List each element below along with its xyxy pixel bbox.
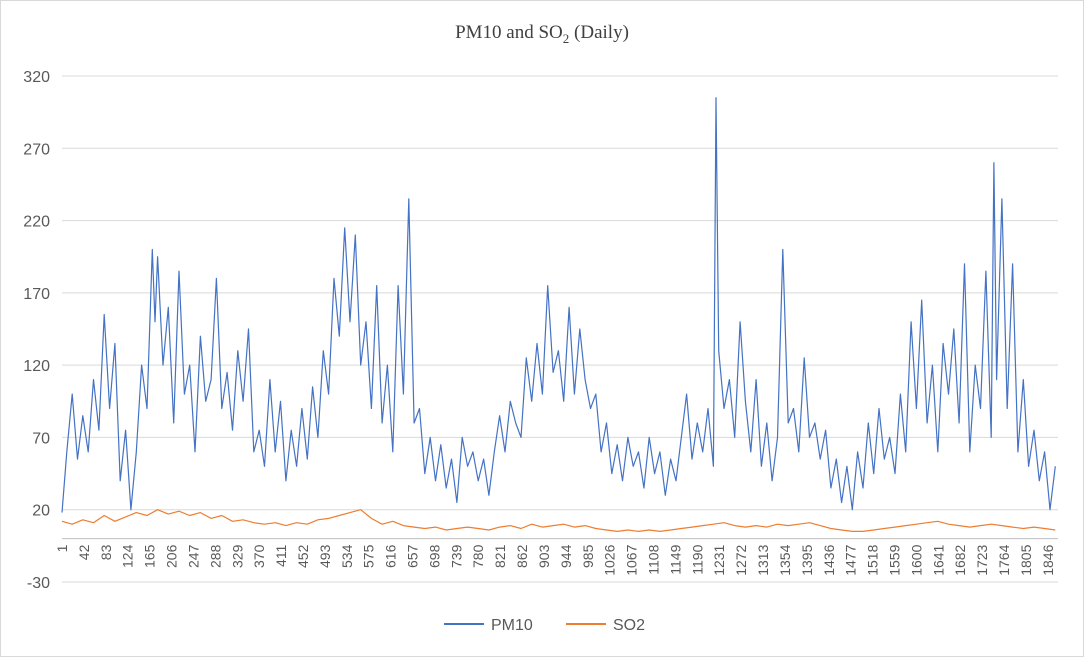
x-tick-label: 83 — [98, 544, 114, 560]
x-tick-label: 739 — [448, 544, 464, 568]
x-tick-label: 657 — [405, 544, 421, 568]
x-tick-label: 370 — [251, 544, 267, 568]
x-axis-labels: 1 42 83 124 165 206 247 288 329 370 411 452 493 534 57… — [54, 544, 1056, 575]
x-tick-label: 1190 — [689, 544, 705, 574]
series-line-pm10 — [61, 97, 1056, 513]
x-tick-label: 1272 — [733, 544, 749, 575]
x-tick-label: 452 — [295, 544, 311, 568]
y-tick-label: 170 — [23, 286, 50, 303]
title-subscript: 2 — [562, 30, 570, 46]
x-tick-label: 329 — [229, 544, 245, 568]
x-tick-label: 1354 — [777, 544, 793, 575]
x-tick-label: 616 — [383, 544, 399, 568]
legend: PM10 SO2 — [444, 617, 645, 634]
x-tick-label: 1805 — [1018, 544, 1034, 575]
y-tick-label: 220 — [23, 214, 50, 231]
y-axis-labels: -30 20 70 120 170 220 270 320 — [23, 69, 50, 592]
title-main: PM10 and SO — [455, 22, 563, 43]
x-tick-label: 575 — [361, 544, 377, 568]
x-tick-label: 534 — [339, 544, 355, 568]
x-tick-label: 288 — [207, 544, 223, 568]
x-tick-label: 1846 — [1040, 544, 1056, 575]
x-tick-label: 1395 — [799, 544, 815, 575]
chart-title: PM10 and SO2 (Daily) — [0, 22, 1084, 47]
y-tick-label: 320 — [23, 69, 50, 86]
x-tick-label: 1682 — [952, 544, 968, 575]
x-tick-label: 1026 — [602, 544, 618, 575]
x-tick-label: 165 — [142, 544, 158, 568]
x-tick-label: 411 — [273, 544, 289, 567]
x-tick-label: 124 — [120, 544, 136, 568]
x-tick-label: 1149 — [667, 544, 683, 574]
y-tick-label: 270 — [23, 141, 50, 158]
title-tail: (Daily) — [569, 22, 629, 43]
x-tick-label: 206 — [164, 544, 180, 568]
x-tick-label: 1313 — [755, 544, 771, 575]
x-tick-label: 1477 — [843, 544, 859, 575]
x-tick-label: 944 — [558, 544, 574, 568]
x-tick-label: 247 — [185, 544, 201, 568]
x-tick-label: 493 — [317, 544, 333, 568]
legend-label-so2: SO2 — [613, 617, 645, 634]
series-lines — [61, 97, 1056, 532]
y-tick-label: 120 — [23, 358, 50, 375]
x-tick-label: 780 — [470, 544, 486, 568]
y-tick-label: -30 — [27, 575, 50, 592]
x-tick-label: 698 — [426, 544, 442, 568]
x-tick-label: 903 — [536, 544, 552, 568]
series-line-so2 — [61, 509, 1056, 532]
x-tick-label: 821 — [492, 544, 508, 568]
x-tick-label: 1764 — [996, 544, 1012, 575]
x-tick-label: 1067 — [624, 544, 640, 575]
x-tick-label: 1 — [54, 544, 70, 552]
x-tick-label: 1108 — [646, 544, 662, 574]
legend-label-pm10: PM10 — [491, 617, 533, 634]
x-tick-label: 862 — [514, 544, 530, 568]
x-tick-label: 1559 — [886, 544, 902, 575]
x-tick-label: 1641 — [930, 544, 946, 575]
x-tick-label: 1723 — [974, 544, 990, 575]
x-tick-label: 42 — [76, 544, 92, 560]
x-tick-label: 1600 — [908, 544, 924, 575]
x-tick-label: 1231 — [711, 544, 727, 575]
y-tick-label: 70 — [32, 430, 50, 447]
x-tick-label: 1518 — [865, 544, 881, 575]
x-tick-label: 1436 — [821, 544, 837, 575]
y-tick-label: 20 — [32, 503, 50, 520]
x-tick-label: 985 — [580, 544, 596, 568]
gridlines — [62, 75, 1058, 583]
